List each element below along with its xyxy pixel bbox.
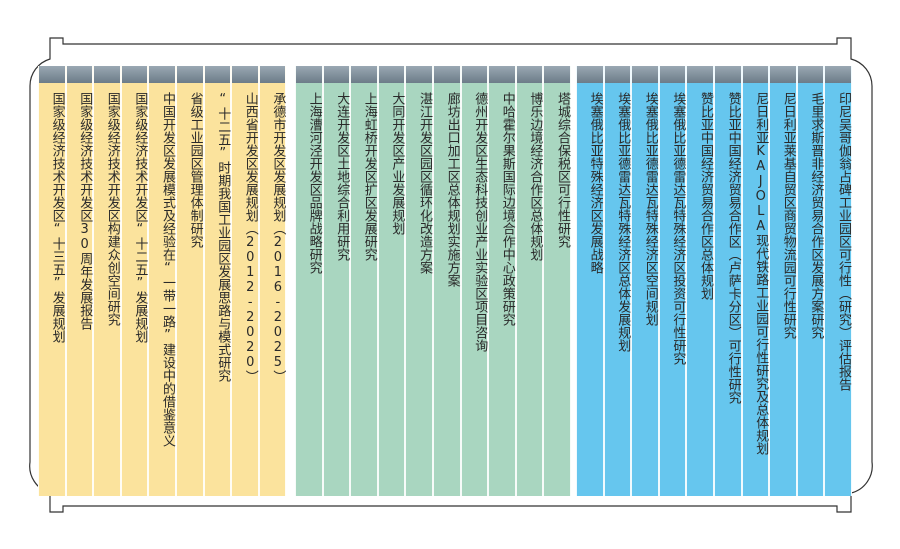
project-title: 省级工业园区管理体制研究 <box>187 92 203 248</box>
column-cap <box>516 66 543 83</box>
column-cap <box>259 66 286 83</box>
project-title: 尼日利亚莱基自贸区商贸物流园可行性研究 <box>780 92 796 339</box>
column-cap <box>715 66 741 83</box>
project-column-yellow-2: 国家级经济技术开发区30周年发展报告 <box>65 66 94 496</box>
project-column-yellow-4: 国家级经济技术开发区“十二五”发展规划 <box>120 66 149 496</box>
project-title: 埃塞俄比亚特殊经济区发展战略 <box>587 92 603 274</box>
column-cap <box>632 66 658 83</box>
column-cap <box>544 66 570 83</box>
project-column-blue-6: 赞比亚中国经济贸易合作区（卢萨卡分区）可行性研究 <box>714 66 742 496</box>
column-cap <box>687 66 713 83</box>
project-title: “十二五”时期我国工业园区发展思路与模式研究 <box>215 92 231 382</box>
project-column-blue-9: 毛里求斯晋非经济贸易合作区发展方案研究 <box>796 66 825 496</box>
column-cap <box>797 66 824 83</box>
project-title: 尼日利亚KAJOLA现代铁路工业园可行性研究及总体规划 <box>753 92 769 455</box>
project-column-yellow-1: 国家级经济技术开发区“十三五”发展规划 <box>38 66 66 496</box>
project-column-yellow-6: 省级工业园区管理体制研究 <box>176 66 204 496</box>
project-column-yellow-9: 承德市开发区发展规划（2016-2025） <box>258 66 287 496</box>
project-column-yellow-3: 国家级经济技术开发区构建众创空间研究 <box>93 66 121 496</box>
project-column-green-7: 德州开发区生态科技创业产业实验区项目咨询 <box>460 66 489 496</box>
column-cap <box>94 66 120 83</box>
project-title: 埃塞俄比亚德雷达瓦特殊经济区空间规划 <box>642 92 658 326</box>
project-column-green-4: 大同开发区产业发展规划 <box>377 66 406 496</box>
column-cap <box>742 66 769 83</box>
project-title: 塔城综合保税区可行性研究 <box>554 92 570 248</box>
project-title: 上海虹桥开发区扩区发展研究 <box>361 92 377 261</box>
column-cap <box>66 66 93 83</box>
project-title: 大同开发区产业发展规划 <box>389 92 405 235</box>
project-column-green-3: 上海虹桥开发区扩区发展研究 <box>350 66 378 496</box>
project-column-blue-1: 埃塞俄比亚特殊经济区发展战略 <box>576 66 604 496</box>
column-cap <box>351 66 377 83</box>
project-title: 国家级经济技术开发区“十三五”发展规划 <box>49 92 65 343</box>
column-cap <box>770 66 796 83</box>
project-column-blue-8: 尼日利亚莱基自贸区商贸物流园可行性研究 <box>769 66 797 496</box>
column-cap <box>149 66 175 83</box>
project-title: 大连开发区土地综合利用研究 <box>334 92 350 261</box>
project-title: 廊坊出口加工区总体规划实施方案 <box>444 92 460 287</box>
project-column-green-6: 廊坊出口加工区总体规划实施方案 <box>433 66 461 496</box>
project-column-yellow-7: “十二五”时期我国工业园区发展思路与模式研究 <box>203 66 232 496</box>
project-title: 国家级经济技术开发区30周年发展报告 <box>77 92 93 330</box>
column-cap <box>378 66 405 83</box>
column-cap <box>232 66 258 83</box>
project-title: 博乐边境经济合作区总体规划 <box>527 92 543 261</box>
project-column-blue-2: 埃塞俄比亚德雷达瓦特殊经济区总体发展规划 <box>603 66 632 496</box>
project-title: 山西省开发区发展规划（2012-2020） <box>242 92 258 383</box>
project-column-blue-4: 埃塞俄比亚德雷达瓦特殊经济区投资可行性研究 <box>658 66 687 496</box>
column-cap <box>406 66 432 83</box>
column-cap <box>323 66 350 83</box>
project-column-blue-7: 尼日利亚KAJOLA现代铁路工业园可行性研究及总体规划 <box>741 66 770 496</box>
column-cap <box>604 66 631 83</box>
project-column-blue-3: 埃塞俄比亚德雷达瓦特殊经济区空间规划 <box>631 66 659 496</box>
project-title: 上海漕河泾开发区品牌战略研究 <box>306 92 322 274</box>
project-title: 埃塞俄比亚德雷达瓦特殊经济区总体发展规划 <box>615 92 631 352</box>
column-cap <box>461 66 488 83</box>
column-cap <box>204 66 231 83</box>
column-cap <box>825 66 851 83</box>
project-title: 毛里求斯晋非经济贸易合作区发展方案研究 <box>808 92 824 339</box>
project-column-green-1: 上海漕河泾开发区品牌战略研究 <box>295 66 323 496</box>
project-column-yellow-8: 山西省开发区发展规划（2012-2020） <box>231 66 259 496</box>
column-cap <box>39 66 65 83</box>
project-title: 湛江开发区园区循环化改造方案 <box>416 92 432 274</box>
project-column-blue-10: 印尼吴哥伽翁占碑工业园区可行性（研究）评估报告 <box>824 66 852 496</box>
project-column-yellow-5: 中国开发区发展模式及经验在“一带一路”建设中的借鉴意义 <box>148 66 176 496</box>
project-column-blue-5: 赞比亚中国经济贸易合作区总体规划 <box>686 66 714 496</box>
column-cap <box>577 66 603 83</box>
project-column-green-8: 中哈霍尔果斯国际边境合作中心政策研究 <box>488 66 516 496</box>
project-title: 中国开发区发展模式及经验在“一带一路”建设中的借鉴意义 <box>159 92 175 447</box>
column-cap <box>177 66 203 83</box>
column-cap <box>659 66 686 83</box>
project-title: 国家级经济技术开发区“十二五”发展规划 <box>132 92 148 343</box>
project-title: 承德市开发区发展规划（2016-2025） <box>270 92 286 383</box>
project-title: 赞比亚中国经济贸易合作区（卢萨卡分区）可行性研究 <box>725 92 741 404</box>
project-title: 印尼吴哥伽翁占碑工业园区可行性（研究）评估报告 <box>835 92 851 391</box>
project-title: 国家级经济技术开发区构建众创空间研究 <box>104 92 120 326</box>
project-title: 埃塞俄比亚德雷达瓦特殊经济区投资可行性研究 <box>670 92 686 365</box>
column-cap <box>121 66 148 83</box>
column-cap <box>489 66 515 83</box>
project-title: 赞比亚中国经济贸易合作区总体规划 <box>697 92 713 300</box>
project-title: 德州开发区生态科技创业产业实验区项目咨询 <box>472 92 488 352</box>
column-cap <box>434 66 460 83</box>
project-column-green-2: 大连开发区土地综合利用研究 <box>322 66 351 496</box>
column-cap <box>296 66 322 83</box>
project-column-green-10: 塔城综合保税区可行性研究 <box>543 66 571 496</box>
project-column-green-9: 博乐边境经济合作区总体规划 <box>515 66 544 496</box>
project-column-green-5: 湛江开发区园区循环化改造方案 <box>405 66 433 496</box>
project-title: 中哈霍尔果斯国际边境合作中心政策研究 <box>499 92 515 326</box>
